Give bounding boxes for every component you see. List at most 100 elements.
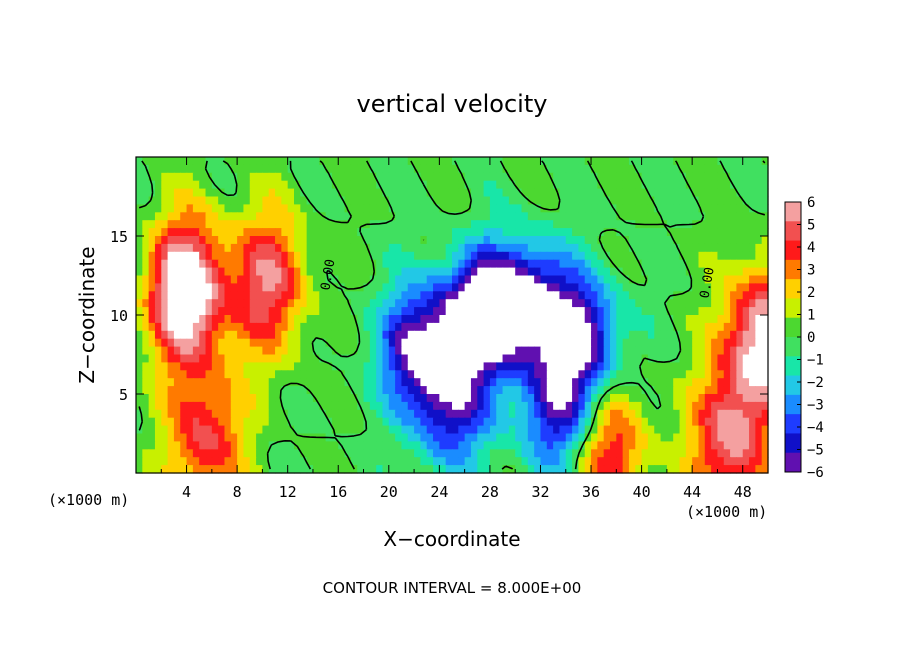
heatmap-cell bbox=[654, 433, 662, 442]
heatmap-cell bbox=[572, 378, 579, 387]
heatmap-cell bbox=[755, 346, 763, 356]
heatmap-cell bbox=[420, 307, 428, 316]
heatmap-cell bbox=[470, 236, 478, 245]
heatmap-cell bbox=[338, 417, 346, 427]
heatmap-cell bbox=[559, 315, 567, 324]
heatmap-cell bbox=[470, 275, 478, 284]
heatmap-cell bbox=[496, 457, 504, 466]
heatmap-cell bbox=[256, 236, 263, 245]
heatmap-cell bbox=[647, 251, 655, 261]
heatmap-cell bbox=[578, 315, 586, 324]
heatmap-cell bbox=[761, 180, 769, 190]
heatmap-cell bbox=[616, 417, 624, 427]
heatmap-cell bbox=[496, 228, 504, 237]
heatmap-cell bbox=[294, 275, 301, 284]
heatmap-cell bbox=[565, 449, 573, 458]
heatmap-cell bbox=[237, 180, 245, 190]
heatmap-cell bbox=[666, 433, 674, 442]
heatmap-cell bbox=[224, 409, 232, 419]
heatmap-cell bbox=[136, 172, 143, 182]
heatmap-cell bbox=[268, 236, 276, 245]
heatmap-cell bbox=[306, 378, 314, 387]
heatmap-cell bbox=[755, 283, 763, 292]
heatmap-cell bbox=[218, 401, 226, 411]
heatmap-cell bbox=[262, 322, 270, 332]
heatmap-cell bbox=[281, 243, 289, 253]
heatmap-cell bbox=[578, 330, 586, 340]
heatmap-cell bbox=[249, 346, 257, 356]
heatmap-cell bbox=[470, 157, 478, 166]
heatmap-cell bbox=[363, 338, 371, 348]
heatmap-cell bbox=[685, 259, 693, 269]
heatmap-cell bbox=[395, 417, 403, 427]
heatmap-cell bbox=[565, 330, 573, 340]
heatmap-cell bbox=[489, 243, 497, 253]
heatmap-cell bbox=[489, 275, 497, 284]
heatmap-cell bbox=[268, 251, 276, 261]
heatmap-cell bbox=[622, 433, 630, 442]
heatmap-cell bbox=[452, 330, 459, 340]
heatmap-cell bbox=[426, 354, 434, 363]
heatmap-cell bbox=[660, 188, 668, 198]
heatmap-cell bbox=[515, 164, 523, 174]
heatmap-cell bbox=[749, 315, 756, 324]
heatmap-cell bbox=[256, 228, 263, 237]
heatmap-cell bbox=[275, 465, 282, 474]
heatmap-cell bbox=[698, 394, 706, 403]
heatmap-cell bbox=[635, 259, 643, 269]
heatmap-cell bbox=[578, 449, 586, 458]
heatmap-cell bbox=[470, 425, 478, 435]
heatmap-cell bbox=[641, 362, 649, 371]
heatmap-cell bbox=[591, 251, 598, 261]
heatmap-cell bbox=[603, 299, 611, 308]
heatmap-cell bbox=[458, 378, 466, 387]
heatmap-cell bbox=[319, 449, 327, 458]
heatmap-cell bbox=[496, 267, 504, 277]
heatmap-cell bbox=[616, 204, 624, 213]
heatmap-cell bbox=[749, 283, 756, 292]
heatmap-cell bbox=[433, 275, 440, 284]
heatmap-cell bbox=[414, 346, 421, 356]
heatmap-cell bbox=[224, 251, 232, 261]
heatmap-cell bbox=[268, 188, 276, 198]
heatmap-cell bbox=[483, 212, 491, 221]
heatmap-cell bbox=[433, 299, 440, 308]
heatmap-cell bbox=[186, 188, 194, 198]
heatmap-cell bbox=[628, 267, 636, 277]
heatmap-cell bbox=[660, 164, 668, 174]
heatmap-cell bbox=[591, 204, 598, 213]
heatmap-cell bbox=[319, 236, 327, 245]
heatmap-cell bbox=[483, 457, 491, 466]
heatmap-cell bbox=[685, 433, 693, 442]
heatmap-cell bbox=[635, 386, 643, 395]
heatmap-cell bbox=[180, 180, 188, 190]
heatmap-cell bbox=[338, 425, 346, 435]
heatmap-cell bbox=[679, 370, 687, 379]
heatmap-cell bbox=[603, 322, 611, 332]
heatmap-cell bbox=[445, 157, 453, 166]
heatmap-cell bbox=[300, 465, 308, 474]
heatmap-cell bbox=[565, 417, 573, 427]
heatmap-cell bbox=[173, 346, 181, 356]
heatmap-cell bbox=[237, 212, 245, 221]
heatmap-cell bbox=[673, 180, 681, 190]
heatmap-cell bbox=[382, 322, 390, 332]
colorbar-swatch bbox=[785, 221, 801, 241]
heatmap-cell bbox=[306, 243, 314, 253]
heatmap-cell bbox=[584, 243, 592, 253]
heatmap-cell bbox=[312, 362, 320, 371]
heatmap-cell bbox=[256, 465, 263, 474]
heatmap-cell bbox=[660, 275, 668, 284]
heatmap-cell bbox=[192, 299, 200, 308]
heatmap-cell bbox=[439, 417, 447, 427]
heatmap-cell bbox=[559, 378, 567, 387]
heatmap-cell bbox=[287, 370, 295, 379]
heatmap-cell bbox=[199, 236, 207, 245]
heatmap-cell bbox=[275, 401, 282, 411]
heatmap-cell bbox=[192, 425, 200, 435]
heatmap-cell bbox=[312, 417, 320, 427]
heatmap-cell bbox=[180, 212, 188, 221]
heatmap-cell bbox=[237, 157, 245, 166]
heatmap-cell bbox=[256, 370, 263, 379]
heatmap-cell bbox=[249, 275, 257, 284]
